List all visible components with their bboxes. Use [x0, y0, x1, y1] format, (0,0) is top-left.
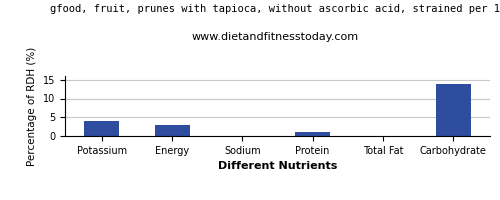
Bar	[295, 132, 330, 136]
Text: gfood, fruit, prunes with tapioca, without ascorbic acid, strained per 1: gfood, fruit, prunes with tapioca, witho…	[50, 4, 500, 14]
Bar	[154, 125, 190, 136]
Text: www.dietandfitnesstoday.com: www.dietandfitnesstoday.com	[192, 32, 358, 42]
X-axis label: Different Nutrients: Different Nutrients	[218, 161, 337, 171]
Bar	[436, 84, 470, 136]
Y-axis label: Percentage of RDH (%): Percentage of RDH (%)	[28, 46, 38, 166]
Bar	[84, 121, 120, 136]
